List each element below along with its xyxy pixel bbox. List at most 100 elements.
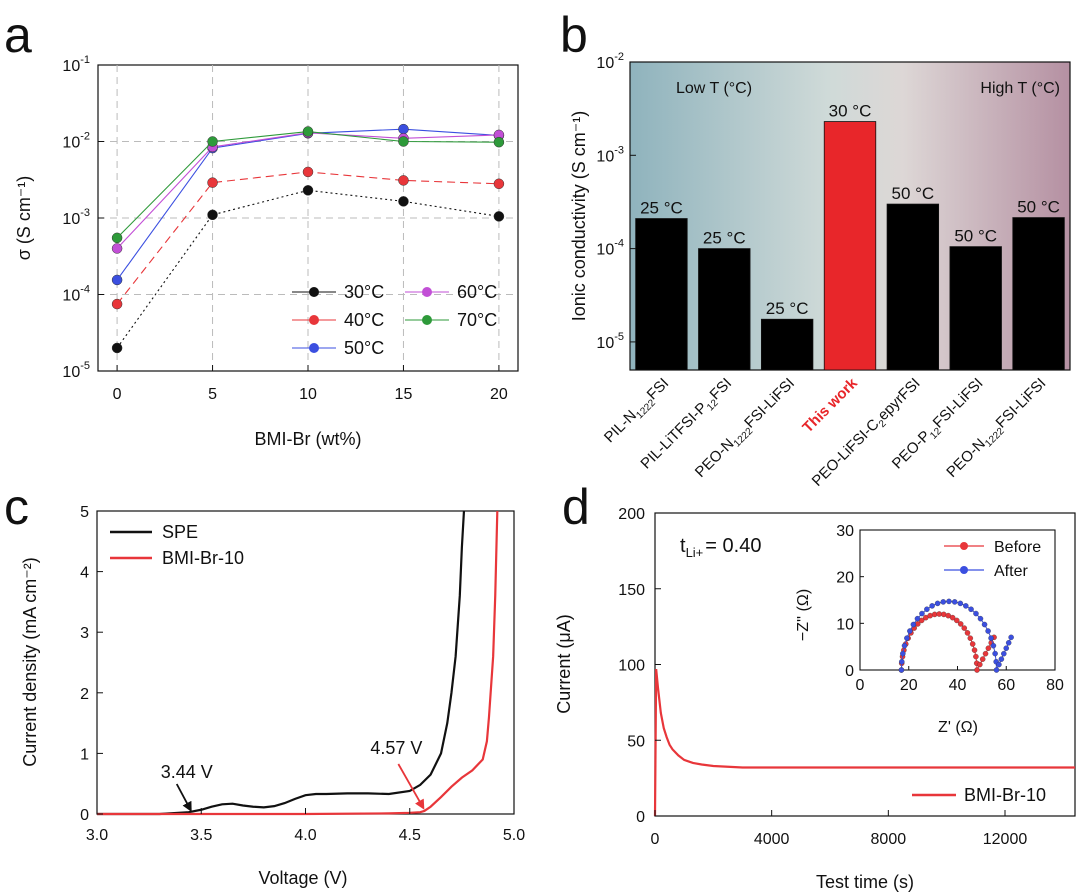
panel-b-bar-temp-label: 25 °C xyxy=(640,199,683,218)
panel-b-ytick-label: 10-3 xyxy=(596,144,624,165)
panel-a-data-point xyxy=(398,123,409,135)
panel-c-xtick-label: 3.5 xyxy=(190,827,212,844)
panel-b-ytick-label: 10-2 xyxy=(596,51,624,72)
panel-c-arrow-3-44v xyxy=(175,783,192,812)
inset-data-point xyxy=(898,667,905,673)
panel-a-xlabel: BMI-Br (wt%) xyxy=(255,429,362,449)
panel-c-ylabel: Current density (mA cm⁻²) xyxy=(20,557,40,767)
inset-data-point xyxy=(1005,640,1012,646)
panel-b-bar xyxy=(1012,217,1065,371)
panel-c-series-line xyxy=(97,510,499,816)
panel-b-bar-temp-label: 25 °C xyxy=(703,229,746,248)
panel-d-ytick-label: 150 xyxy=(618,582,645,599)
panel-a-data-point xyxy=(111,298,123,310)
panel-label-b: b xyxy=(560,7,588,63)
panel-b-ylabel: Ionic conductivity (S cm⁻¹) xyxy=(569,111,589,322)
panel-d-transference-annotation: tLi+ = 0.40 xyxy=(680,535,761,560)
inset-legend-marker xyxy=(960,542,968,550)
panel-a-data-point xyxy=(302,166,314,178)
inset-data-point xyxy=(946,598,952,605)
panel-c-ytick-label: 4 xyxy=(80,565,89,582)
panel-d-series-line xyxy=(653,668,1075,817)
panel-c-arrow-4-57v xyxy=(397,763,425,810)
inset-data-point xyxy=(924,606,930,613)
inset-data-point xyxy=(981,621,988,628)
inset-frame xyxy=(859,529,1056,671)
panel-a-legend-marker xyxy=(422,287,432,297)
panel-a-data-point xyxy=(302,185,314,196)
panel-d-xtick-label: 4000 xyxy=(754,831,790,848)
inset-data-point xyxy=(964,630,971,636)
panel-a-data-point xyxy=(493,136,505,148)
inset-legend-label: Before xyxy=(994,539,1041,556)
panel-label-d: d xyxy=(562,479,590,535)
panel-b-category-label: PEO-LiFSI-C2epyrFSI xyxy=(809,375,926,492)
inset-data-point xyxy=(899,658,905,665)
panel-b-bar xyxy=(949,246,1002,371)
inset-data-point xyxy=(968,606,974,613)
panel-b-bar-temp-label: 30 °C xyxy=(829,102,872,121)
panel-c-xtick-label: 5.0 xyxy=(503,827,525,844)
panel-d-ytick-label: 200 xyxy=(618,506,645,523)
inset-xtick-label: 20 xyxy=(900,677,918,694)
inset-data-point xyxy=(988,635,994,641)
panel-a-legend-label: 60°C xyxy=(457,282,497,302)
panel-a-xtick-label: 15 xyxy=(395,386,413,403)
inset-data-point xyxy=(963,603,969,609)
panel-a-data-point xyxy=(111,232,123,244)
panel-label-c: c xyxy=(4,479,29,535)
panel-c-series-line xyxy=(97,510,466,816)
panel-a-data-point xyxy=(207,136,218,147)
inset-data-point xyxy=(961,625,968,631)
panel-a-ytick-label: 10-3 xyxy=(62,207,90,228)
panel-c-legend-label: BMI-Br-10 xyxy=(162,548,244,568)
panel-a-legend-label: 50°C xyxy=(344,338,384,358)
inset-ytick-label: 20 xyxy=(836,570,854,587)
inset-data-point xyxy=(949,614,956,621)
panel-c-ytick-label: 0 xyxy=(80,807,89,824)
panel-d-xlabel: Test time (s) xyxy=(816,872,914,892)
inset-data-point xyxy=(977,615,984,622)
panel-b-bar-temp-label: 50 °C xyxy=(954,227,997,246)
panel-d-ytick-label: 100 xyxy=(618,658,645,675)
panel-a-legend-marker xyxy=(309,287,319,297)
inset-legend-marker xyxy=(960,566,968,574)
panel-a-xtick-label: 10 xyxy=(299,386,317,403)
panel-a-ytick-label: 10-4 xyxy=(62,284,90,305)
panel-a-legend-marker xyxy=(309,343,319,353)
panel-a-ylabel: σ (S cm⁻¹) xyxy=(14,176,34,261)
panel-c-legend-label: SPE xyxy=(162,522,198,542)
panel-a-data-point xyxy=(111,243,123,254)
panel-a-xtick-label: 5 xyxy=(208,386,217,403)
panel-c-frame xyxy=(96,510,515,815)
panel-c-ytick-label: 1 xyxy=(80,746,89,763)
inset-data-point xyxy=(974,667,980,673)
panel-d-ylabel: Current (μA) xyxy=(554,614,574,713)
inset-data-point xyxy=(904,635,910,641)
panel-b-bar xyxy=(760,318,814,371)
inset-xtick-label: 60 xyxy=(997,677,1015,694)
panel-d-inset: 0 20 40 60 80 0 10 20 30 Before After Z' (Ω) −Z''… xyxy=(795,523,1064,736)
panel-c-annotation-3-44v: 3.44 V xyxy=(161,762,213,782)
panel-a-chart: 0 5 10 15 20 10-5 10-4 10-3 10-2 10-1 BMI-Br (wt%… xyxy=(14,54,519,449)
panel-a-data-point xyxy=(398,175,409,186)
inset-data-point xyxy=(990,642,997,649)
inset-data-point xyxy=(973,653,979,660)
inset-data-point xyxy=(969,641,976,647)
inset-data-point xyxy=(919,610,925,617)
panel-a-xtick-label: 0 xyxy=(113,386,122,403)
panel-b-bar xyxy=(823,121,877,371)
panel-a-legend-label: 70°C xyxy=(457,310,497,330)
inset-data-point xyxy=(900,650,906,657)
inset-xtick-label: 80 xyxy=(1046,677,1064,694)
inset-data-point xyxy=(936,611,942,617)
inset-data-point xyxy=(951,599,958,605)
panel-a-ytick-label: 10-1 xyxy=(62,54,90,75)
panel-a-data-point xyxy=(207,177,218,188)
panel-a-data-point xyxy=(398,136,409,147)
inset-data-point xyxy=(979,656,986,662)
panel-b-high-t-label: High T (°C) xyxy=(980,80,1060,97)
inset-data-point xyxy=(931,611,938,618)
